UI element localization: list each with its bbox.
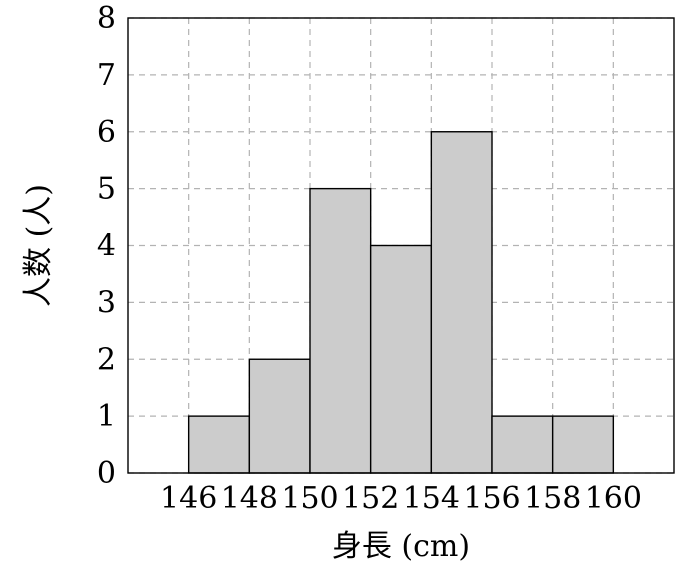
- histogram-bar: [551, 415, 615, 474]
- y-tick-label: 5: [97, 172, 116, 207]
- x-axis-title: 身長 (cm): [332, 529, 470, 564]
- x-tick-label: 160: [585, 481, 642, 516]
- histogram-bar: [369, 244, 433, 474]
- x-tick-label: 146: [160, 481, 217, 516]
- y-tick-label: 4: [97, 229, 116, 264]
- y-tick-label: 7: [97, 58, 116, 93]
- x-tick-label: 154: [403, 481, 460, 516]
- histogram-bar: [248, 358, 311, 474]
- y-tick-label: 6: [97, 115, 116, 150]
- x-tick-label: 148: [221, 481, 278, 516]
- x-tick-label: 156: [463, 481, 520, 516]
- bars: [187, 131, 615, 474]
- y-tick-label: 3: [97, 285, 116, 320]
- histogram-bar: [309, 187, 372, 474]
- plot-frame: [127, 17, 675, 474]
- x-tick-label: 158: [524, 481, 581, 516]
- histogram-bar: [430, 131, 493, 474]
- y-tick-label: 1: [97, 399, 116, 434]
- x-tick-label: 152: [342, 481, 399, 516]
- y-tick-label: 2: [97, 342, 116, 377]
- x-tick-label: 150: [281, 481, 338, 516]
- histogram-bar: [187, 415, 251, 474]
- x-tick-labels: 146 148 150 152 154 156 158 160: [160, 481, 642, 516]
- histogram-bar: [491, 415, 554, 474]
- y-tick-labels: 0 1 2 3 4 5 6 7 8: [97, 1, 116, 491]
- y-tick-label: 0: [97, 456, 116, 491]
- y-tick-label: 8: [97, 1, 116, 36]
- y-axis-title: 人数 (人): [21, 184, 56, 307]
